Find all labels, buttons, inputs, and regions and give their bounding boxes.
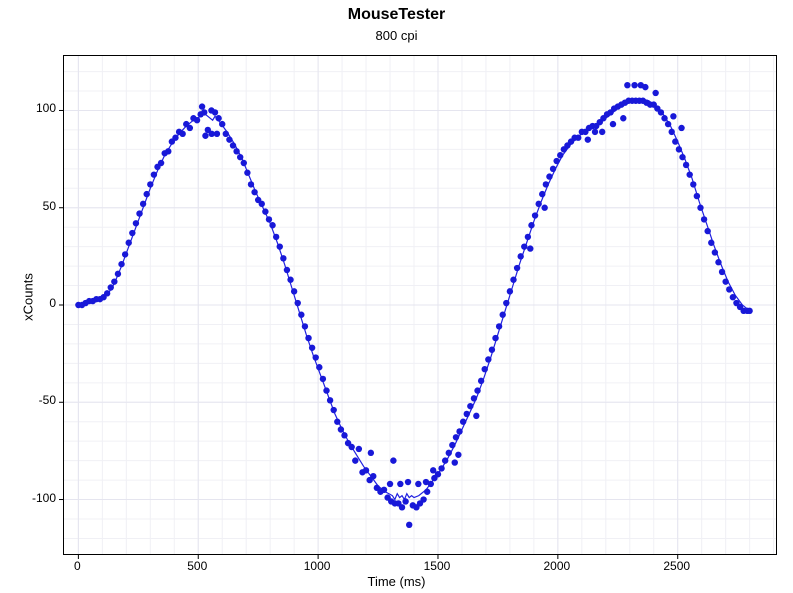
x-tick-label: 2000 xyxy=(543,559,570,573)
x-axis-label: Time (ms) xyxy=(0,574,793,589)
y-tick-label: -50 xyxy=(18,393,56,407)
plot-svg xyxy=(64,56,776,554)
x-tick-label: 1000 xyxy=(304,559,331,573)
x-tick-label: 1500 xyxy=(424,559,451,573)
x-tick-label: 0 xyxy=(74,559,81,573)
x-tick-label: 500 xyxy=(187,559,207,573)
chart-subtitle: 800 cpi xyxy=(0,28,793,43)
y-tick-label: 0 xyxy=(18,296,56,310)
y-tick-label: 100 xyxy=(18,101,56,115)
chart-title: MouseTester xyxy=(0,6,793,24)
plot-area xyxy=(63,55,777,555)
x-tick-label: 2500 xyxy=(663,559,690,573)
y-tick-label: 50 xyxy=(18,199,56,213)
y-tick-label: -100 xyxy=(18,491,56,505)
chart-container: { "chart": { "type": "scatter+line", "ti… xyxy=(0,0,793,593)
